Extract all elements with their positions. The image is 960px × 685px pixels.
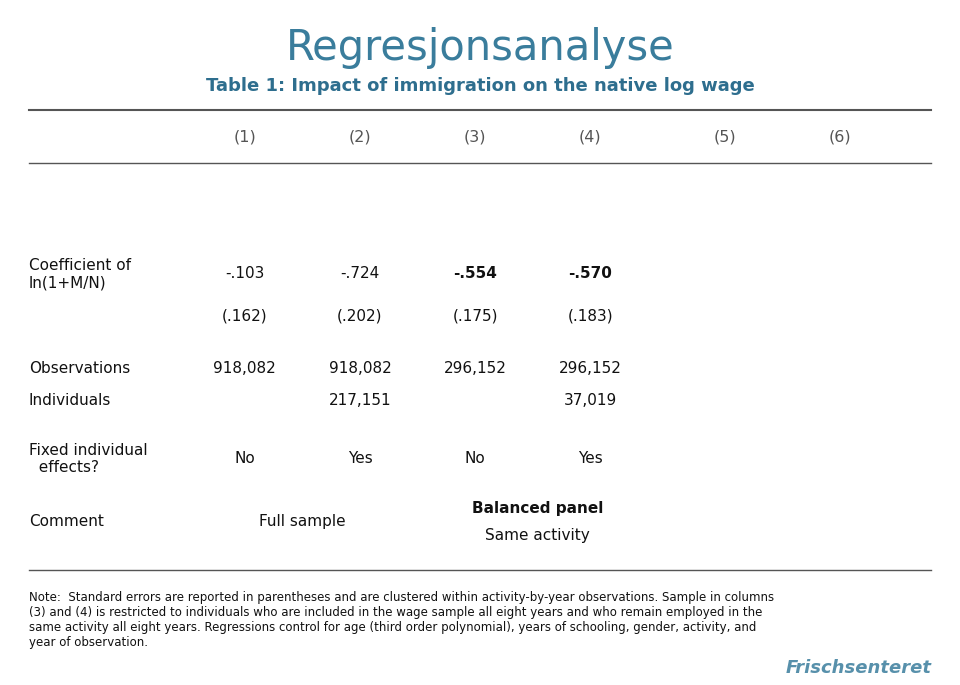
Text: 296,152: 296,152 — [444, 361, 507, 376]
Text: 918,082: 918,082 — [328, 361, 392, 376]
Text: (.162): (.162) — [222, 309, 268, 324]
Text: No: No — [465, 451, 486, 466]
Text: No: No — [234, 451, 255, 466]
Text: Coefficient of
ln(1+M/N): Coefficient of ln(1+M/N) — [29, 258, 131, 290]
Text: -.103: -.103 — [225, 266, 265, 282]
Text: (1): (1) — [233, 129, 256, 145]
Text: (.202): (.202) — [337, 309, 383, 324]
Text: Individuals: Individuals — [29, 393, 111, 408]
Text: (.183): (.183) — [567, 309, 613, 324]
Text: (.175): (.175) — [452, 309, 498, 324]
Text: Yes: Yes — [348, 451, 372, 466]
Text: Regresjonsanalyse: Regresjonsanalyse — [286, 27, 674, 69]
Text: Comment: Comment — [29, 514, 104, 530]
Text: 217,151: 217,151 — [328, 393, 392, 408]
Text: (6): (6) — [828, 129, 852, 145]
Text: (5): (5) — [713, 129, 736, 145]
Text: (4): (4) — [579, 129, 602, 145]
Text: Frischsenteret: Frischsenteret — [785, 659, 931, 677]
Text: Table 1: Impact of immigration on the native log wage: Table 1: Impact of immigration on the na… — [205, 77, 755, 95]
Text: -.570: -.570 — [568, 266, 612, 282]
Text: -.724: -.724 — [341, 266, 379, 282]
Text: Note:  Standard errors are reported in parentheses and are clustered within acti: Note: Standard errors are reported in pa… — [29, 591, 774, 649]
Text: Observations: Observations — [29, 361, 130, 376]
Text: -.554: -.554 — [453, 266, 497, 282]
Text: 37,019: 37,019 — [564, 393, 617, 408]
Text: Yes: Yes — [578, 451, 603, 466]
Text: Fixed individual
  effects?: Fixed individual effects? — [29, 443, 148, 475]
Text: 296,152: 296,152 — [559, 361, 622, 376]
Text: (3): (3) — [464, 129, 487, 145]
Text: Same activity: Same activity — [485, 528, 590, 543]
Text: 918,082: 918,082 — [213, 361, 276, 376]
Text: Full sample: Full sample — [259, 514, 346, 530]
Text: Balanced panel: Balanced panel — [472, 501, 603, 516]
Text: (2): (2) — [348, 129, 372, 145]
